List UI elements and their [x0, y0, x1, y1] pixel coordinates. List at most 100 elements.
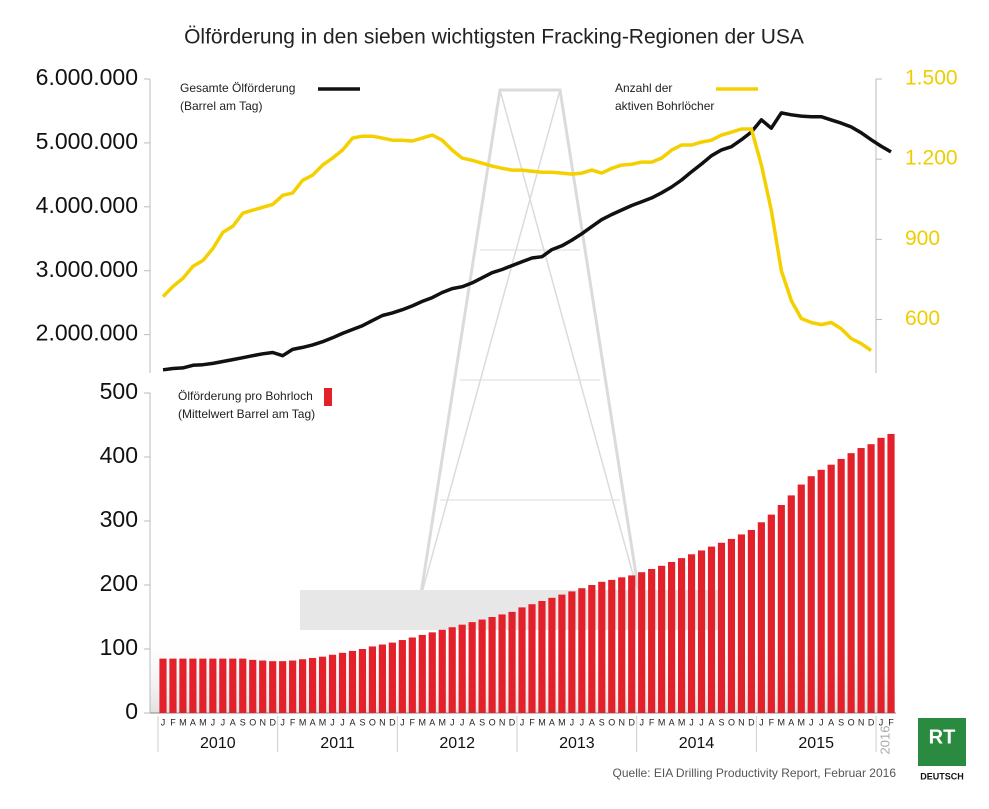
- legend-label: Ölförderung pro Bohrloch: [178, 389, 313, 403]
- x-tick-label: N: [259, 717, 266, 727]
- bar: [548, 597, 556, 713]
- x-tick-label: D: [509, 717, 516, 727]
- x-tick-label: M: [319, 717, 327, 727]
- bar: [428, 632, 436, 713]
- bar: [458, 624, 466, 713]
- x-tick-label: J: [211, 717, 216, 727]
- bar: [179, 658, 187, 713]
- source: Quelle: EIA Drilling Productivity Report…: [613, 766, 897, 780]
- x-tick-label: O: [608, 717, 615, 727]
- x-tick-label: J: [280, 717, 285, 727]
- bar: [448, 627, 456, 713]
- x-group-label: 2010: [200, 735, 236, 752]
- bar: [877, 437, 885, 713]
- x-tick-label: D: [269, 717, 276, 727]
- bar: [807, 476, 815, 713]
- bar: [318, 656, 327, 713]
- x-tick-label: S: [718, 717, 724, 727]
- bar: [608, 579, 616, 713]
- x-tick-label: A: [708, 717, 714, 727]
- x-tick-label: M: [438, 717, 446, 727]
- y-tick-label: 400: [100, 442, 138, 468]
- x-tick-label: O: [489, 717, 496, 727]
- x-tick-label: S: [838, 717, 844, 727]
- bar: [169, 658, 177, 713]
- x-tick-label: J: [161, 717, 166, 727]
- x-tick-label: F: [410, 717, 416, 727]
- bar: [368, 646, 377, 713]
- data-line: [162, 111, 892, 372]
- x-tick-label: F: [649, 717, 655, 727]
- bar: [408, 637, 416, 713]
- bar: [618, 577, 626, 713]
- legend-label: aktiven Bohrlöcher: [615, 99, 714, 113]
- bar: [737, 534, 746, 713]
- x-tick-label: D: [389, 717, 396, 727]
- x-tick-label: J: [639, 717, 644, 727]
- bar: [279, 661, 287, 713]
- x-tick-label: J: [759, 717, 764, 727]
- x-tick-label: A: [589, 717, 595, 727]
- x-tick-label: M: [678, 717, 686, 727]
- x-tick-label: A: [828, 717, 834, 727]
- legend-label: (Barrel am Tag): [180, 99, 262, 113]
- x-tick-label: J: [809, 717, 814, 727]
- bar: [648, 569, 656, 713]
- chart-title: Ölförderung in den sieben wichtigsten Fr…: [184, 26, 804, 49]
- bar: [658, 565, 666, 713]
- x-tick-label: M: [778, 717, 786, 727]
- x-tick-label: J: [580, 717, 585, 727]
- bar: [308, 657, 317, 713]
- y-tick-label: 300: [100, 506, 138, 532]
- bar: [199, 658, 207, 713]
- x-tick-label: J: [879, 717, 884, 727]
- x-tick-label: S: [599, 717, 605, 727]
- y-tick-label: 0: [125, 698, 138, 724]
- x-tick-label: J: [340, 717, 345, 727]
- legend-label: Gesamte Ölförderung: [180, 81, 295, 95]
- x-tick-label: A: [788, 717, 794, 727]
- bar: [269, 661, 277, 713]
- bar: [378, 644, 386, 713]
- x-tick-label: F: [170, 717, 176, 727]
- x-tick-label: J: [221, 717, 226, 727]
- y2-tick-label: 900: [905, 227, 940, 250]
- legend-swatch: [324, 388, 332, 406]
- x-tick-label: O: [249, 717, 256, 727]
- x-tick-label: J: [450, 717, 455, 727]
- bar: [837, 458, 845, 713]
- bar: [239, 658, 247, 713]
- x-tick-label: A: [349, 717, 355, 727]
- x-tick-label: A: [310, 717, 316, 727]
- bar: [498, 614, 506, 713]
- bar: [189, 658, 197, 713]
- bar: [418, 634, 426, 713]
- bar: [249, 659, 257, 713]
- y-tick-label: 200: [100, 570, 138, 596]
- bar: [767, 514, 775, 713]
- bar: [508, 611, 516, 713]
- bar: [518, 607, 526, 713]
- bar: [388, 642, 396, 713]
- x-tick-label: A: [190, 717, 196, 727]
- bar: [668, 561, 676, 713]
- logo-box: [918, 718, 966, 766]
- x-group-label: 2011: [320, 735, 355, 752]
- bar: [259, 660, 267, 713]
- bar: [717, 542, 726, 713]
- y-tick-label: 5.000.000: [36, 128, 138, 154]
- x-tick-label: A: [230, 717, 236, 727]
- x-tick-label: M: [179, 717, 187, 727]
- x-tick-label: S: [359, 717, 365, 727]
- legend-label: (Mittelwert Barrel am Tag): [178, 407, 315, 421]
- bar: [817, 469, 825, 713]
- x-tick-label: M: [419, 717, 427, 727]
- y-tick-label: 3.000.000: [36, 256, 138, 282]
- bar: [488, 617, 496, 713]
- x-tick-label: F: [888, 717, 894, 727]
- x-group-label: 2013: [559, 735, 595, 752]
- y-tick-label: 6.000.000: [36, 64, 138, 90]
- bar: [358, 649, 367, 713]
- bar: [159, 658, 167, 713]
